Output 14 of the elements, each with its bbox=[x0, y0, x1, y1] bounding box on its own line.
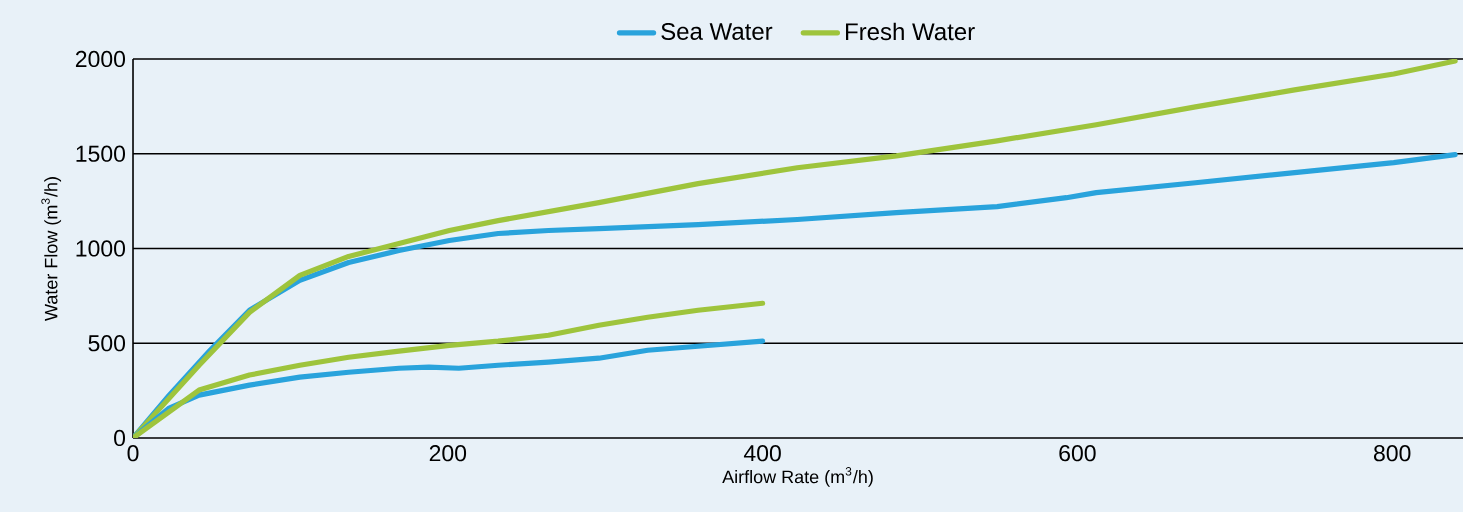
y-tick-label: 2000 bbox=[75, 50, 126, 68]
y-tick-label: 1500 bbox=[76, 145, 126, 162]
y-axis-title: Water Flow (m$^{3}$/h) bbox=[41, 177, 62, 321]
y-tick-label: 500 bbox=[88, 335, 126, 352]
x-tick-label: 400 bbox=[743, 445, 781, 462]
x-tick-label: 600 bbox=[1059, 445, 1096, 462]
y-tick-label: 0 bbox=[114, 429, 126, 447]
y-tick-label: 1000 bbox=[76, 240, 126, 257]
x-tick-label: 200 bbox=[429, 445, 467, 462]
x-tick-label: 800 bbox=[1374, 445, 1411, 462]
legend-label: Sea Water bbox=[661, 22, 773, 40]
legend-label: Fresh Water bbox=[846, 22, 975, 41]
x-axis-title: Airflow Rate (m$^{3}$/h) bbox=[722, 467, 873, 487]
x-tick-label: 0 bbox=[127, 445, 139, 462]
